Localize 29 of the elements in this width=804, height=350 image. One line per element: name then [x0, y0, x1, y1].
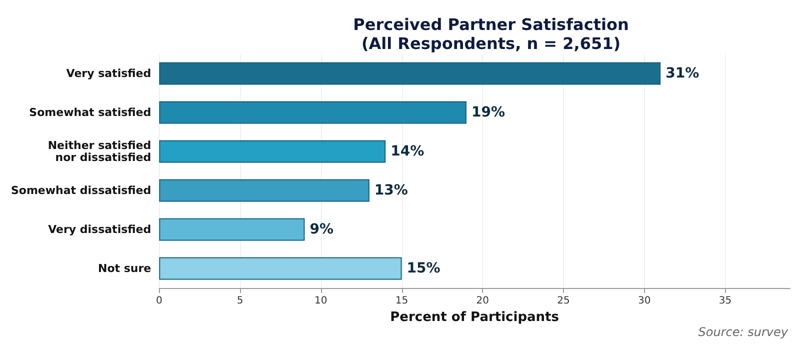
bar — [159, 218, 305, 241]
y-tick-label: Very dissatisfied — [48, 223, 152, 236]
source-note: Source: survey — [698, 325, 789, 339]
data-label: 14% — [390, 144, 424, 160]
bar — [159, 62, 661, 85]
data-label: 13% — [374, 182, 408, 198]
x-tick-label: 35 — [718, 296, 732, 306]
x-tick-label: 10 — [314, 296, 328, 306]
data-label: 9% — [310, 222, 334, 238]
y-tick-label: Somewhat dissatisfied — [10, 184, 152, 197]
y-tick-label: Somewhat satisfied — [29, 106, 152, 119]
bar — [159, 140, 386, 163]
data-label: 15% — [406, 260, 440, 276]
x-axis-title: Percent of Participants — [390, 310, 560, 325]
x-tick-label: 5 — [236, 296, 244, 306]
bar — [159, 179, 370, 202]
y-tick-label: Neither satisfied nor dissatisfied — [48, 139, 152, 164]
bar — [159, 101, 466, 124]
data-label: 19% — [471, 104, 505, 120]
bar — [159, 257, 402, 280]
y-tick-label: Not sure — [98, 262, 152, 275]
x-tick-label: 30 — [638, 296, 651, 306]
y-tick-label: Very satisfied — [66, 67, 152, 80]
chart-title: Perceived Partner Satisfaction (All Respondents, n = 2,651) — [353, 15, 629, 53]
x-tick-label: 20 — [476, 296, 490, 306]
data-label: 31% — [666, 66, 700, 82]
x-tick-label: 0 — [156, 296, 162, 306]
x-tick-label: 25 — [557, 296, 570, 306]
x-tick-label: 15 — [395, 296, 408, 306]
